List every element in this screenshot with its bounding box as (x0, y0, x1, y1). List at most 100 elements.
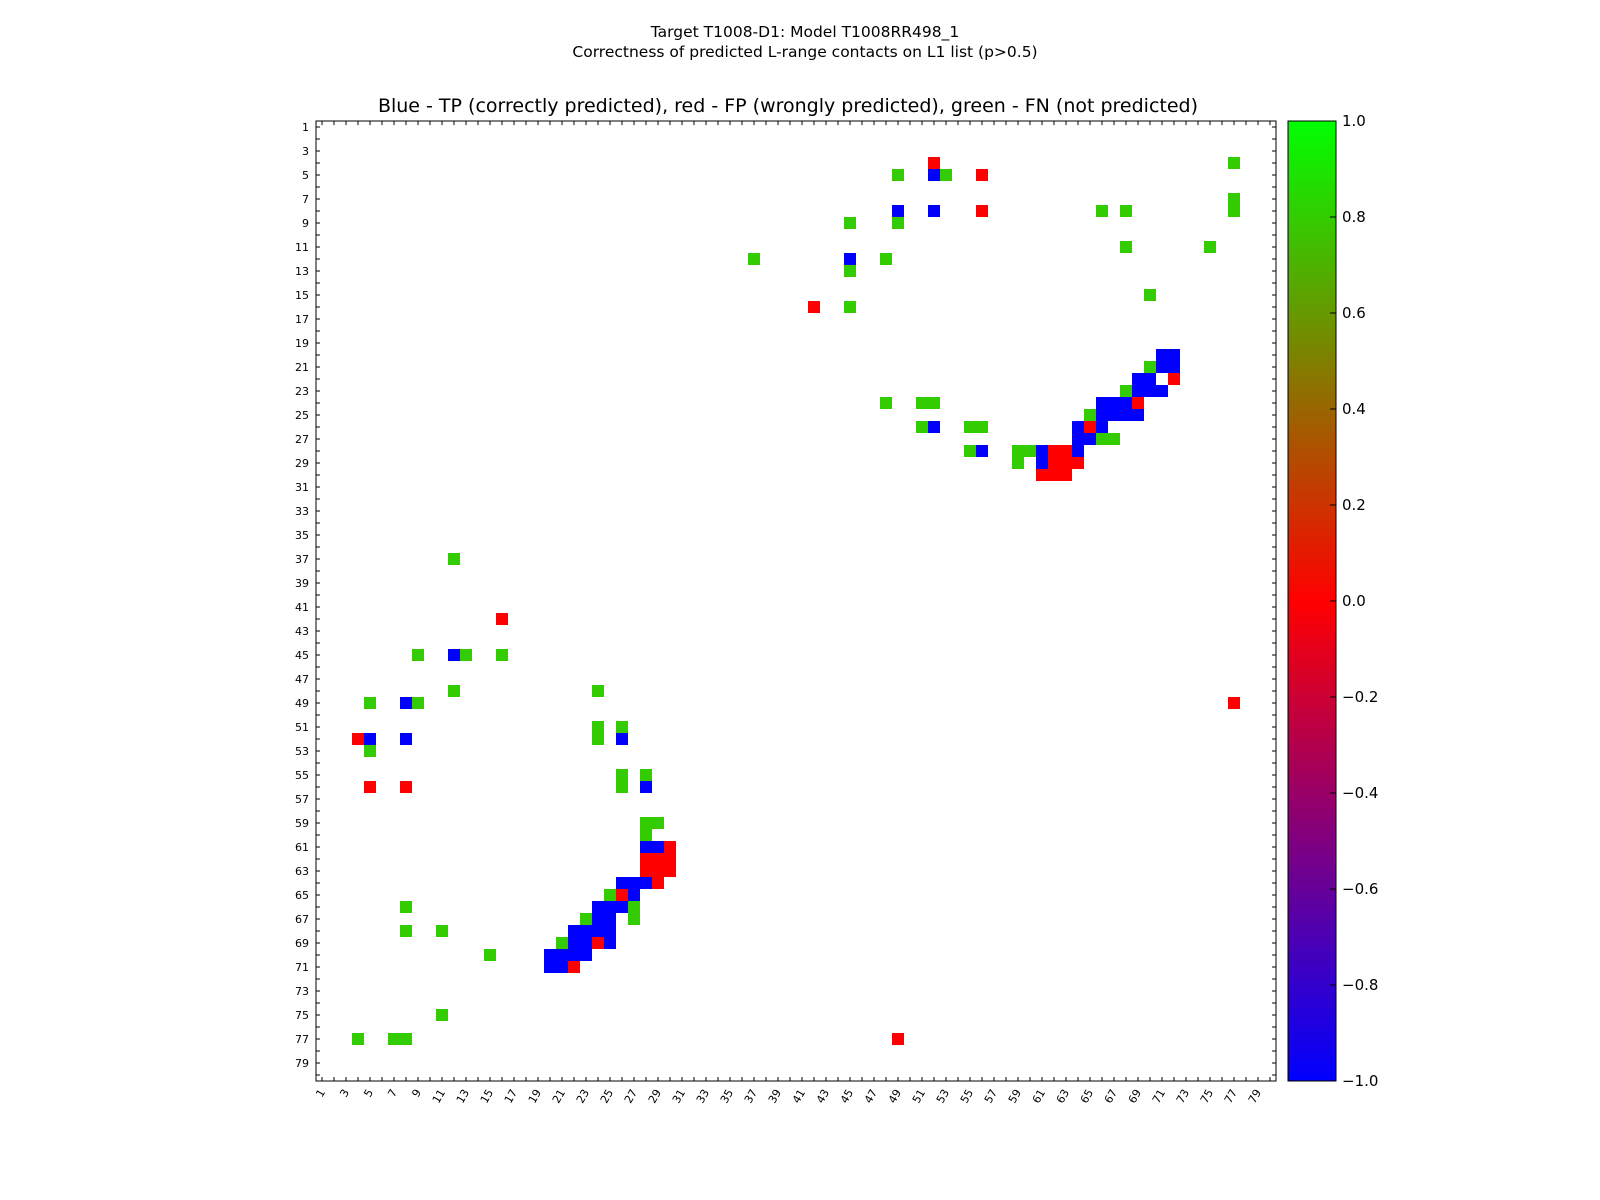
contact-cell-fp (1048, 445, 1060, 457)
y-tick-label: 41 (295, 601, 309, 614)
contact-cell-fn (1024, 445, 1036, 457)
contact-cell-tp (616, 877, 628, 889)
contact-cell-fp (1048, 457, 1060, 469)
contact-cell-fn (592, 733, 604, 745)
x-tick-label: 31 (670, 1087, 688, 1106)
contact-cell-tp (1072, 433, 1084, 445)
y-tick-label: 63 (295, 865, 309, 878)
contact-cell-tp (604, 925, 616, 937)
contact-cell-fn (916, 421, 928, 433)
axis-ticks: 1357911131517192123252729313335373941434… (295, 121, 1276, 1106)
x-tick-label: 5 (361, 1087, 376, 1100)
contact-cell-fn (964, 421, 976, 433)
contact-cell-fn (616, 721, 628, 733)
contact-cell-fn (844, 265, 856, 277)
contact-cell-fn (844, 217, 856, 229)
contact-cell-fp (640, 853, 652, 865)
contact-cell-tp (448, 649, 460, 661)
contact-cell-fn (1144, 361, 1156, 373)
contact-cell-tp (1156, 385, 1168, 397)
contact-cell-tp (544, 961, 556, 973)
contact-cell-fp (1048, 469, 1060, 481)
contact-cell-fp (1036, 469, 1048, 481)
colorbar-tick-label: −0.6 (1342, 880, 1378, 898)
contact-cell-fn (1012, 445, 1024, 457)
colorbar-tick-label: 0.8 (1342, 208, 1366, 226)
contact-cells (352, 157, 1240, 1045)
contact-cell-fp (568, 961, 580, 973)
colorbar-tick-label: 0.6 (1342, 304, 1366, 322)
plot-area-frame (315, 120, 1277, 1082)
contact-cell-fn (1108, 433, 1120, 445)
y-tick-label: 53 (295, 745, 309, 758)
y-tick-label: 55 (295, 769, 309, 782)
y-tick-label: 29 (295, 457, 309, 470)
contact-cell-tp (592, 901, 604, 913)
contact-cell-fp (640, 865, 652, 877)
contact-cell-fp (1228, 697, 1240, 709)
contact-cell-fn (460, 649, 472, 661)
contact-cell-fp (592, 937, 604, 949)
y-tick-label: 39 (295, 577, 309, 590)
contact-cell-fn (448, 685, 460, 697)
contact-cell-fn (364, 745, 376, 757)
x-tick-label: 71 (1150, 1087, 1168, 1106)
contact-cell-fp (976, 205, 988, 217)
contact-cell-fn (880, 253, 892, 265)
contact-cell-fn (400, 901, 412, 913)
x-tick-label: 55 (958, 1087, 976, 1106)
x-tick-label: 69 (1126, 1087, 1144, 1106)
contact-cell-fn (1204, 241, 1216, 253)
contact-cell-tp (556, 961, 568, 973)
contact-cell-fn (916, 397, 928, 409)
contact-cell-tp (1072, 445, 1084, 457)
colorbar-tick-label: −0.4 (1342, 784, 1378, 802)
y-tick-label: 13 (295, 265, 309, 278)
x-tick-label: 11 (430, 1087, 448, 1106)
y-tick-label: 35 (295, 529, 309, 542)
contact-cell-fp (1168, 373, 1180, 385)
contact-cell-fp (1060, 445, 1072, 457)
y-tick-label: 75 (295, 1009, 309, 1022)
x-tick-label: 9 (409, 1087, 424, 1100)
contact-cell-fn (652, 817, 664, 829)
contact-cell-tp (1144, 373, 1156, 385)
y-tick-label: 47 (295, 673, 309, 686)
y-tick-label: 25 (295, 409, 309, 422)
contact-cell-fp (1084, 421, 1096, 433)
colorbar-tick-label: −0.8 (1342, 976, 1378, 994)
y-tick-label: 27 (295, 433, 309, 446)
contact-cell-tp (1132, 373, 1144, 385)
contact-cell-tp (616, 733, 628, 745)
contact-cell-fp (928, 157, 940, 169)
contact-cell-fn (592, 721, 604, 733)
y-tick-label: 59 (295, 817, 309, 830)
y-tick-label: 61 (295, 841, 309, 854)
contact-cell-fn (556, 937, 568, 949)
contact-cell-fn (628, 901, 640, 913)
contact-cell-fn (1120, 385, 1132, 397)
contact-cell-fn (640, 769, 652, 781)
contact-cell-tp (1084, 433, 1096, 445)
colorbar: 1.0 0.8 0.6 0.4 0.2 0.0 −0.2 −0.4 −0.6 −0.8 −1.0 (1287, 112, 1378, 1090)
contact-cell-tp (592, 913, 604, 925)
contact-cell-fp (1060, 457, 1072, 469)
y-tick-label: 71 (295, 961, 309, 974)
y-tick-label: 23 (295, 385, 309, 398)
y-tick-label: 11 (295, 241, 309, 254)
contact-cell-fn (964, 445, 976, 457)
contact-cell-fn (1228, 193, 1240, 205)
contact-cell-fn (592, 685, 604, 697)
contact-cell-tp (928, 205, 940, 217)
x-tick-label: 41 (790, 1087, 808, 1106)
x-tick-label: 21 (550, 1087, 568, 1106)
x-tick-label: 15 (478, 1087, 496, 1106)
x-tick-label: 63 (1054, 1087, 1072, 1106)
contact-cell-tp (1120, 409, 1132, 421)
contact-cell-fn (640, 829, 652, 841)
y-tick-label: 9 (302, 217, 309, 230)
x-tick-label: 23 (574, 1087, 592, 1106)
contact-cell-fn (1096, 433, 1108, 445)
x-tick-label: 17 (502, 1087, 520, 1106)
y-tick-label: 51 (295, 721, 309, 734)
